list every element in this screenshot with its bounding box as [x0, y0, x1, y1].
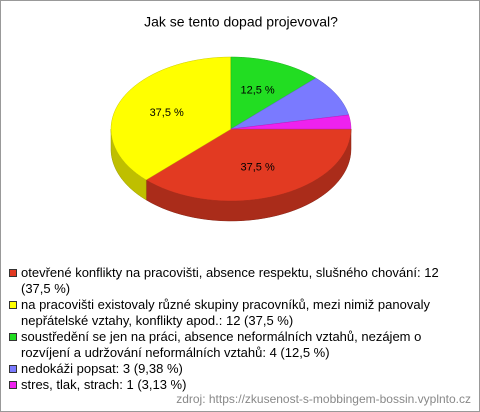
- pie-area: Jak se tento dopad projevoval? 37,5 % 37,…: [110, 14, 352, 222]
- legend-swatch: [9, 381, 17, 389]
- legend-item: otevřené konflikty na pracovišti, absenc…: [9, 265, 469, 297]
- data-label: 37,5 %: [150, 107, 184, 119]
- legend-swatch: [9, 365, 17, 373]
- slice: [110, 56, 232, 181]
- slice: [230, 56, 317, 130]
- legend-swatch: [9, 301, 17, 309]
- slice: [230, 77, 350, 130]
- legend-item: nedokáži popsat: 3 (9,38 %): [9, 361, 469, 377]
- legend-label: otevřené konflikty na pracovišti, absenc…: [21, 265, 439, 296]
- legend-swatch: [9, 333, 17, 341]
- legend: otevřené konflikty na pracovišti, absenc…: [9, 265, 469, 393]
- legend-label: stres, tlak, strach: 1 (3,13 %): [21, 377, 187, 392]
- legend-item: na pracovišti existovaly různé skupiny p…: [9, 297, 469, 329]
- legend-label: nedokáži popsat: 3 (9,38 %): [21, 361, 183, 376]
- slice: [230, 114, 352, 130]
- source: zdroj: https://zkusenost-s-mobbingem-bos…: [176, 392, 471, 406]
- legend-item: soustředění se jen na práci, absence nef…: [9, 329, 469, 361]
- legend-swatch: [9, 269, 17, 277]
- legend-item: stres, tlak, strach: 1 (3,13 %): [9, 377, 469, 393]
- data-label: 37,5 %: [241, 161, 275, 173]
- legend-label: soustředění se jen na práci, absence nef…: [21, 329, 422, 360]
- slice: [145, 128, 352, 202]
- legend-label: na pracovišti existovaly různé skupiny p…: [21, 297, 430, 328]
- chart-title: Jak se tento dopad projevoval?: [144, 14, 338, 30]
- data-label: 12,5 %: [240, 84, 274, 96]
